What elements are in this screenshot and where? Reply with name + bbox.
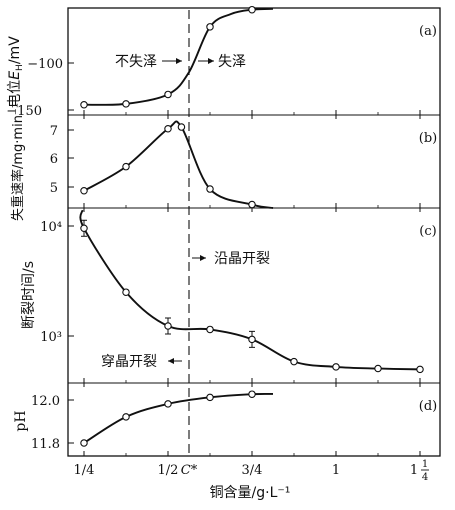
- annotation-label: 穿晶开裂: [101, 354, 157, 370]
- y-tick-label: −100: [27, 57, 63, 72]
- annotation-arrow-head: [208, 58, 214, 64]
- data-point: [122, 413, 130, 421]
- data-point: [416, 365, 424, 374]
- y-axis-label: 断裂时间/s: [21, 261, 37, 329]
- y-tick-label: 12.0: [31, 394, 60, 409]
- data-point: [122, 162, 130, 171]
- y-tick-label: 7: [50, 124, 58, 139]
- panel-label: (c): [419, 224, 436, 239]
- data-point: [206, 23, 214, 31]
- y-axis-label: 失重速率/mg·min⁻¹: [10, 103, 26, 221]
- data-point: [80, 187, 88, 195]
- panel-label: (a): [419, 24, 437, 39]
- panel-label: (d): [419, 399, 437, 414]
- x-axis-label: 铜含量/g·L⁻¹: [210, 485, 291, 501]
- annotation-label: 沿晶开裂: [214, 251, 270, 267]
- plot-frame: [67, 7, 441, 457]
- x-tick-label: 1: [410, 463, 418, 478]
- series-curve: [83, 120, 274, 209]
- series-curve: [79, 210, 421, 371]
- annotation-label: 失泽: [218, 54, 246, 70]
- data-point: [164, 125, 172, 133]
- y-tick-label: 5: [50, 181, 58, 196]
- data-point: [248, 335, 256, 344]
- data-point: [248, 390, 256, 398]
- x-tick-label: 3/4: [242, 463, 263, 478]
- annotation-arrow-head: [168, 358, 174, 364]
- data-point: [80, 224, 88, 233]
- y-tick-label: 10³: [40, 330, 62, 345]
- annotation-arrow-head: [200, 255, 206, 261]
- data-point: [164, 90, 172, 99]
- data-point: [374, 364, 382, 373]
- data-point: [248, 200, 256, 209]
- x-tick-label: 1: [332, 463, 340, 478]
- data-point: [206, 185, 214, 193]
- y-axis-label: 电位EH/mV: [7, 36, 25, 108]
- y-tick-label: −150: [6, 104, 42, 119]
- x-tick-label: 1/2: [158, 463, 179, 478]
- data-point: [332, 363, 340, 371]
- series-curve: [83, 392, 274, 444]
- data-point: [80, 100, 88, 109]
- y-axis-label: pH: [13, 410, 29, 431]
- y-tick-label: 6: [50, 152, 58, 167]
- data-point: [164, 322, 172, 330]
- y-tick-label: 10⁴: [40, 220, 62, 235]
- y-tick-label: 11.8: [31, 437, 60, 452]
- x-tick-label-fraction: 4: [422, 472, 428, 483]
- data-point: [290, 357, 298, 366]
- data-point: [206, 325, 214, 334]
- annotation-label: 不失泽: [115, 54, 157, 70]
- data-point: [164, 400, 172, 408]
- data-point: [248, 5, 256, 14]
- data-point: [206, 393, 214, 402]
- x-tick-label-fraction: 1: [422, 459, 428, 470]
- panel-label: (b): [419, 131, 437, 146]
- data-point: [122, 100, 130, 108]
- x-critical-label: C*: [181, 463, 198, 478]
- x-tick-label: 1/4: [74, 463, 95, 478]
- annotation-arrow-head: [176, 58, 182, 64]
- data-point: [177, 123, 186, 131]
- data-point: [122, 288, 130, 296]
- data-point: [80, 439, 88, 447]
